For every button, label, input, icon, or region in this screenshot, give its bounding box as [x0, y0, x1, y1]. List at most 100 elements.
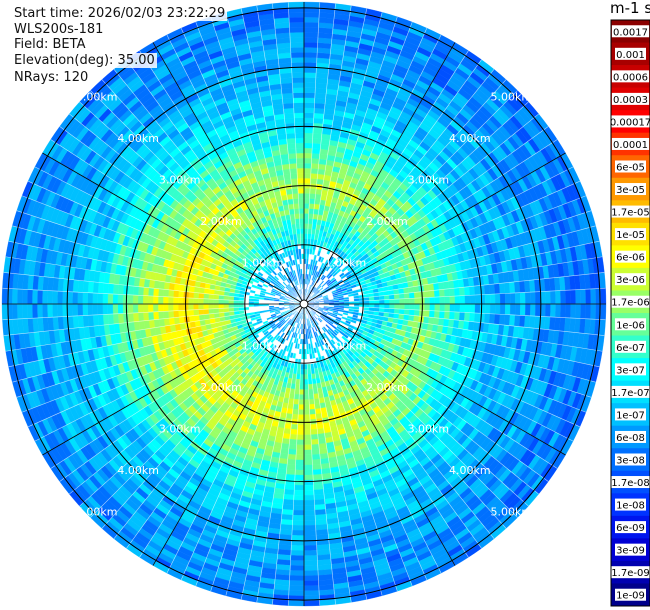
sector-cell — [303, 82, 316, 89]
sector-cell — [599, 272, 606, 289]
sector-cell — [314, 514, 327, 521]
sector-cell — [297, 424, 305, 430]
sector-cell — [499, 282, 506, 294]
sector-cell — [439, 303, 446, 312]
sector-cell — [290, 545, 305, 551]
sector-cell — [303, 469, 314, 476]
sector-cell — [303, 464, 313, 471]
sector-cell — [303, 157, 312, 164]
sector-cell — [384, 303, 390, 309]
sector-cell — [525, 291, 531, 305]
sector-cell — [514, 281, 521, 294]
sector-cell — [423, 290, 430, 298]
sector-cell — [570, 289, 576, 305]
sector-cell — [454, 295, 461, 305]
sector-cell — [303, 590, 320, 597]
sector-cell — [303, 233, 308, 239]
sector-cell — [469, 285, 476, 296]
sector-cell — [283, 489, 295, 496]
ray-gap — [303, 8, 368, 305]
sector-cell — [389, 299, 395, 305]
sector-cell — [294, 479, 305, 486]
sector-cell — [315, 413, 323, 420]
sector-cell — [291, 413, 299, 420]
sector-cell — [519, 292, 526, 305]
sector-cell — [413, 309, 420, 317]
sector-cell — [560, 290, 566, 305]
sector-cell — [303, 87, 316, 94]
sector-cell — [489, 303, 496, 315]
sector-cell — [303, 132, 314, 139]
sector-cell — [308, 398, 315, 405]
sector-cell — [303, 152, 313, 159]
sector-cell — [519, 315, 526, 328]
sector-cell — [299, 389, 305, 395]
sector-cell — [289, 575, 305, 581]
sector-cell — [408, 292, 415, 299]
sector-cell — [489, 313, 496, 325]
sector-cell — [479, 313, 486, 324]
sector-cell — [288, 585, 305, 592]
sector-cell — [310, 433, 319, 440]
sector-cell — [303, 208, 310, 214]
sector-cell — [489, 293, 496, 305]
sector-cell — [303, 369, 308, 375]
sector-cell — [303, 535, 317, 541]
sector-cell — [298, 409, 305, 415]
sector-cell — [313, 122, 324, 129]
sector-cell — [298, 399, 305, 405]
sector-cell — [308, 208, 315, 215]
sector-cell — [555, 290, 561, 305]
sector-cell — [289, 438, 298, 445]
sector-cell — [464, 312, 471, 322]
sector-cell — [286, 464, 296, 471]
sector-cell — [303, 92, 316, 99]
sector-cell — [309, 188, 317, 195]
sector-cell — [459, 312, 466, 322]
sector-cell — [433, 289, 440, 298]
sector-cell — [504, 314, 511, 326]
sector-cell — [429, 303, 436, 312]
sector-cell — [459, 295, 466, 305]
sector-cell — [311, 454, 321, 460]
sector-cell — [295, 464, 305, 471]
sector-cell — [288, 443, 297, 450]
sector-cell — [469, 294, 476, 305]
sector-cell — [308, 213, 314, 220]
sector-cell — [474, 285, 481, 296]
sector-cell — [310, 438, 319, 445]
sector-cell — [404, 298, 410, 305]
sector-cell — [303, 107, 315, 114]
sector-cell — [283, 494, 295, 501]
sector-cell — [303, 137, 313, 144]
sector-cell — [311, 153, 320, 159]
sector-cell — [504, 282, 511, 294]
sector-cell — [565, 303, 571, 319]
sector-cell — [281, 509, 294, 516]
sector-cell — [294, 469, 305, 476]
sector-cell — [313, 112, 325, 119]
sector-cell — [303, 519, 316, 526]
sector-cell — [319, 2, 336, 9]
sector-cell — [414, 303, 420, 311]
sector-cell — [443, 311, 450, 320]
sector-cell — [530, 291, 536, 305]
sector-cell — [303, 193, 310, 199]
sector-cell — [311, 443, 320, 450]
sector-cell — [303, 11, 320, 18]
sector-cell — [484, 294, 491, 305]
sector-cell — [423, 316, 430, 324]
sector-cell — [438, 289, 445, 298]
sector-cell — [312, 474, 323, 481]
sector-cell — [535, 291, 541, 305]
sector-cell — [303, 147, 313, 154]
ray-gap — [303, 59, 482, 305]
sector-cell — [494, 293, 501, 305]
sector-cell — [428, 283, 435, 292]
sector-cell — [600, 303, 607, 320]
sector-cell — [284, 423, 292, 430]
sector-cell — [303, 509, 316, 516]
sector-cell — [294, 484, 305, 491]
sector-cell — [291, 530, 305, 536]
sector-cell — [282, 499, 294, 506]
